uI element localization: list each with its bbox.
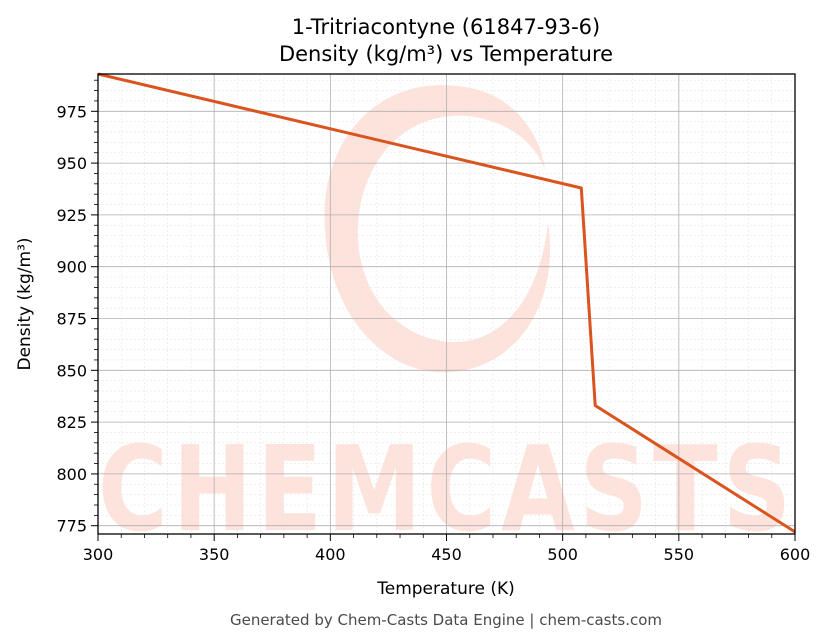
y-tick-label: 875 <box>56 310 87 329</box>
chart-title: 1-Tritriacontyne (61847-93-6) <box>292 15 601 39</box>
y-tick-label: 800 <box>56 465 87 484</box>
x-tick-label: 300 <box>83 545 114 564</box>
axis-ticks <box>91 79 796 541</box>
major-grid <box>97 74 796 534</box>
x-tick-label: 400 <box>315 545 346 564</box>
x-axis-label: Temperature (K) <box>376 579 515 599</box>
density-series-line <box>97 72 796 534</box>
y-tick-label: 975 <box>56 102 87 121</box>
x-tick-label: 550 <box>664 545 695 564</box>
y-tick-label: 925 <box>56 206 87 225</box>
x-tick-labels: 300 350 400 450 500 550 600 <box>83 545 811 564</box>
x-tick-label: 450 <box>431 545 462 564</box>
y-tick-label: 775 <box>56 517 87 536</box>
y-tick-label: 900 <box>56 258 87 277</box>
footer-credit: Generated by Chem-Casts Data Engine | ch… <box>230 611 662 629</box>
chart-subtitle: Density (kg/m³) vs Temperature <box>279 42 613 66</box>
y-axis-label: Density (kg/m³) <box>15 237 35 370</box>
x-tick-label: 500 <box>547 545 578 564</box>
x-tick-label: 350 <box>199 545 230 564</box>
y-tick-labels: 775 800 825 850 875 900 925 950 975 <box>56 102 87 535</box>
y-tick-label: 950 <box>56 154 87 173</box>
x-tick-label: 600 <box>780 545 811 564</box>
y-tick-label: 850 <box>56 361 87 380</box>
y-tick-label: 825 <box>56 413 87 432</box>
